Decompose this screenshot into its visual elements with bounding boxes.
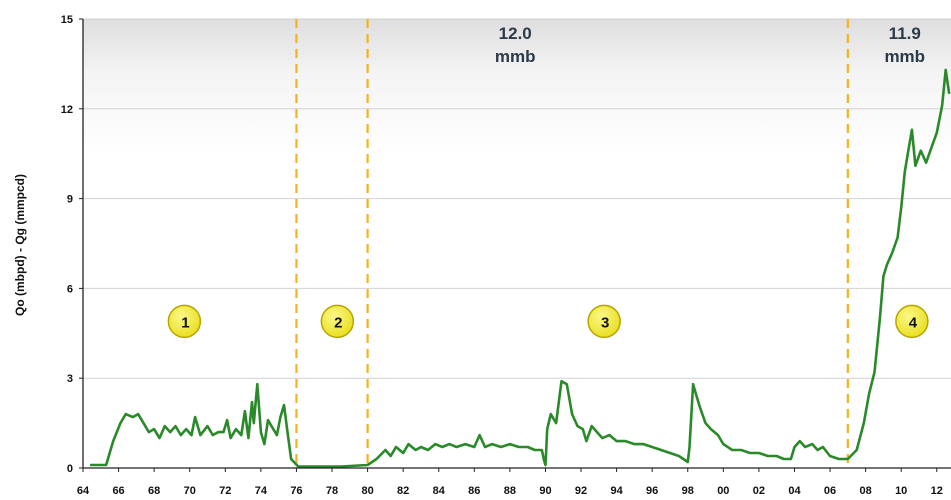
y-tick-label: 15 xyxy=(61,14,73,26)
x-tick-label: 04 xyxy=(788,485,801,497)
period-marker-circle xyxy=(320,304,355,339)
series-line xyxy=(90,68,951,468)
x-tick-label: 68 xyxy=(148,485,160,497)
x-tick-label: 96 xyxy=(646,485,658,497)
annotation-value: 11.9 xyxy=(889,24,921,43)
x-tick-label: 64 xyxy=(77,485,90,497)
x-tick-label: 00 xyxy=(717,485,729,497)
period-markers: 1 2 3 4 xyxy=(167,304,929,339)
x-tick-label: 12 xyxy=(931,485,943,497)
period-marker-label: 4 xyxy=(909,314,918,331)
axes xyxy=(82,19,951,469)
x-tick-label: 70 xyxy=(184,485,196,497)
period-marker-label: 1 xyxy=(181,314,189,331)
annotation-unit: mmb xyxy=(495,47,536,66)
period-marker-label: 3 xyxy=(601,314,609,331)
x-tick-label: 94 xyxy=(610,485,623,497)
y-tick-label: 12 xyxy=(61,104,73,116)
period-marker-circle xyxy=(895,304,929,339)
x-tick-label: 90 xyxy=(539,485,551,497)
x-tick-label: 88 xyxy=(504,485,516,497)
plot-area xyxy=(83,19,951,468)
period-marker-circle xyxy=(587,304,621,339)
x-tick-label: 66 xyxy=(112,485,124,497)
y-tick-label: 6 xyxy=(67,283,73,295)
series-layer xyxy=(90,68,951,468)
y-tick-label: 3 xyxy=(67,373,73,385)
x-tick-label: 80 xyxy=(361,485,373,497)
period-marker-circle xyxy=(167,304,202,339)
x-tick-labels: 64 66 68 70 72 74 76 78 80 82 84 86 88 90 92 94 96 98 00 02… xyxy=(77,468,943,497)
x-tick-label: 10 xyxy=(895,485,907,497)
x-tick-label: 78 xyxy=(326,485,338,497)
y-axis-label: Qo (mbpd) - Qg (mmpcd) xyxy=(13,174,27,316)
x-tick-label: 76 xyxy=(290,485,302,497)
y-tick-label: 0 xyxy=(67,463,73,475)
x-tick-label: 02 xyxy=(753,485,765,497)
x-tick-label: 74 xyxy=(255,485,268,497)
volume-annotations: 12.0 mmb 11.9 mmb xyxy=(495,24,925,66)
x-tick-label: 06 xyxy=(824,485,836,497)
y-tick-labels: 0 3 6 9 12 15 xyxy=(61,14,83,475)
x-tick-label: 72 xyxy=(219,485,231,497)
grid-lines xyxy=(83,18,951,379)
x-tick-label: 98 xyxy=(682,485,694,497)
period-marker-label: 2 xyxy=(334,314,342,331)
x-tick-label: 08 xyxy=(859,485,871,497)
y-tick-label: 9 xyxy=(67,194,73,206)
x-tick-label: 92 xyxy=(575,485,587,497)
annotation-unit: mmb xyxy=(884,47,925,66)
x-tick-label: 82 xyxy=(397,485,409,497)
x-tick-label: 84 xyxy=(433,485,446,497)
x-tick-label: 86 xyxy=(468,485,480,497)
annotation-value: 12.0 xyxy=(499,24,532,43)
